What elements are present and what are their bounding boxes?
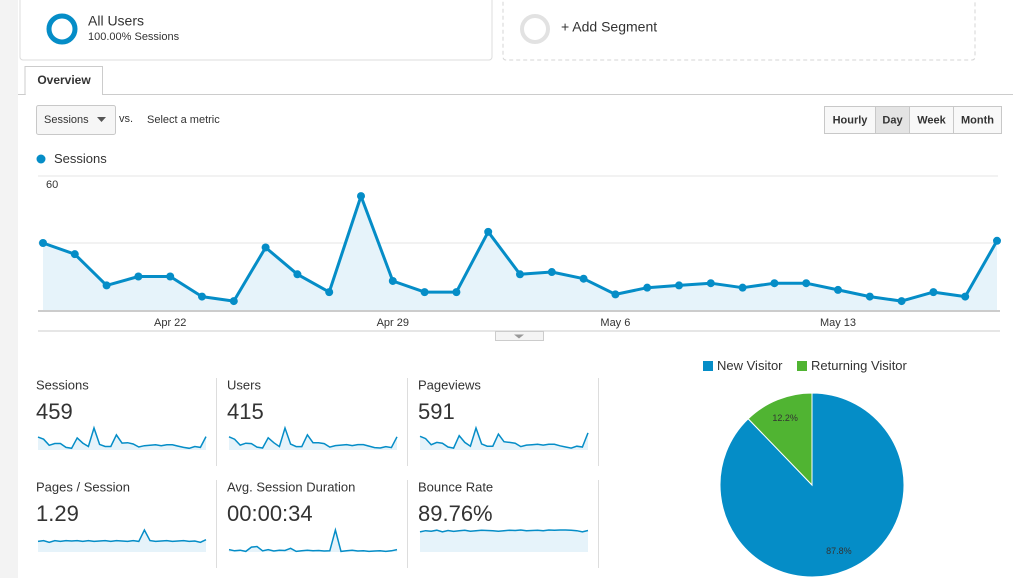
handle-arrow (514, 334, 524, 339)
metric-dropdown-label: Sessions (44, 114, 89, 126)
point (134, 272, 143, 281)
sparkline (37, 528, 207, 544)
point (579, 274, 588, 283)
x-tick-label: Apr 29 (377, 317, 409, 329)
point (388, 276, 397, 285)
point (261, 243, 270, 252)
metric-value: 00:00:34 (227, 501, 313, 526)
point (993, 236, 1001, 245)
point (198, 292, 206, 301)
sparkline (419, 425, 589, 449)
tab-label[interactable]: Overview (37, 73, 91, 87)
interval-button[interactable] (875, 106, 910, 134)
point (39, 239, 47, 247)
interval-button[interactable] (824, 106, 876, 134)
segment-icon (46, 13, 78, 45)
point (643, 283, 652, 292)
point (770, 279, 779, 288)
point (229, 297, 238, 306)
sparkline-area (38, 428, 206, 450)
x-tick-label: May 6 (600, 317, 630, 329)
metric-label: Pages / Session (36, 479, 130, 494)
legend-label: Sessions (54, 151, 107, 166)
point (802, 279, 811, 288)
sparkline-area (420, 428, 588, 450)
metric-value: 89.76% (418, 501, 493, 526)
point (357, 192, 365, 201)
sparkline (419, 529, 589, 533)
legend-swatch (797, 361, 807, 371)
legend-label: Returning Visitor (811, 358, 908, 373)
metric-label: Pageviews (418, 377, 481, 392)
metric-value: 1.29 (36, 501, 79, 526)
point (547, 268, 556, 277)
dropdown-arrow (97, 117, 106, 122)
select-metric-link[interactable]: Select a metric (147, 114, 220, 126)
vs-label: vs. (119, 113, 133, 125)
legend-swatch (703, 361, 713, 371)
point (675, 281, 683, 290)
point (484, 227, 493, 236)
interval-label[interactable]: Day (882, 114, 903, 126)
sparkline (228, 527, 398, 553)
point (834, 285, 842, 294)
interval-button[interactable] (953, 106, 1002, 134)
metric-label: Bounce Rate (418, 479, 493, 494)
interval-label[interactable]: Hourly (833, 114, 869, 126)
metric-label: Sessions (36, 377, 89, 392)
pie-slice (747, 392, 813, 487)
side-strip (0, 0, 18, 578)
segment-card[interactable] (19, 0, 493, 61)
point (706, 279, 715, 288)
sparkline (37, 425, 207, 450)
pie-label: 87.8% (826, 546, 852, 556)
point (865, 292, 874, 301)
point (293, 270, 302, 279)
interval-label[interactable]: Month (961, 114, 994, 126)
legend-marker (36, 154, 46, 164)
y-tick-label: 60 (46, 179, 58, 191)
x-tick-label: Apr 22 (154, 317, 186, 329)
sparkline (228, 425, 398, 449)
tab[interactable] (24, 66, 103, 95)
sparkline-area (229, 428, 397, 450)
sparkline-area (420, 530, 588, 552)
point (738, 283, 747, 292)
add-segment-card[interactable] (502, 0, 976, 61)
segment-title: All Users (88, 13, 144, 29)
area (43, 196, 997, 310)
segment-subtitle: 100.00% Sessions (88, 31, 180, 43)
metric-dropdown[interactable] (36, 105, 116, 135)
point (325, 288, 334, 297)
point (961, 292, 970, 301)
point (70, 250, 79, 259)
point (516, 270, 524, 279)
point (420, 288, 429, 297)
interval-button[interactable] (909, 106, 954, 134)
x-tick-label: May 13 (820, 317, 856, 329)
metric-value: 459 (36, 399, 73, 424)
legend-label: New Visitor (717, 358, 783, 373)
metric-label: Users (227, 377, 261, 392)
metric-value: 591 (418, 399, 455, 424)
interval-label[interactable]: Week (917, 114, 946, 126)
point (452, 288, 461, 297)
point (611, 290, 620, 299)
metric-value: 415 (227, 399, 264, 424)
pie-label: 12.2% (772, 413, 798, 423)
point (897, 297, 906, 306)
add-segment-label[interactable]: + Add Segment (561, 19, 657, 35)
add-segment-icon (520, 14, 550, 44)
point (166, 272, 175, 281)
point (102, 281, 111, 290)
point (929, 288, 938, 297)
metric-label: Avg. Session Duration (227, 479, 355, 494)
